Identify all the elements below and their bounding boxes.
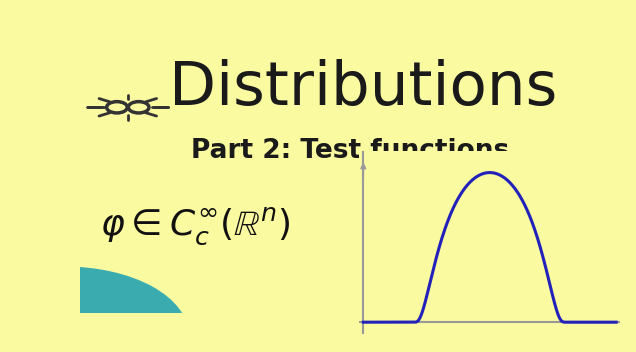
Text: Part 2: Test functions: Part 2: Test functions	[191, 138, 509, 164]
Text: Distributions: Distributions	[169, 59, 557, 118]
Text: $\varphi \in C_c^{\infty}(\mathbb{R}^n)$: $\varphi \in C_c^{\infty}(\mathbb{R}^n)$	[100, 206, 291, 247]
Circle shape	[0, 267, 188, 352]
